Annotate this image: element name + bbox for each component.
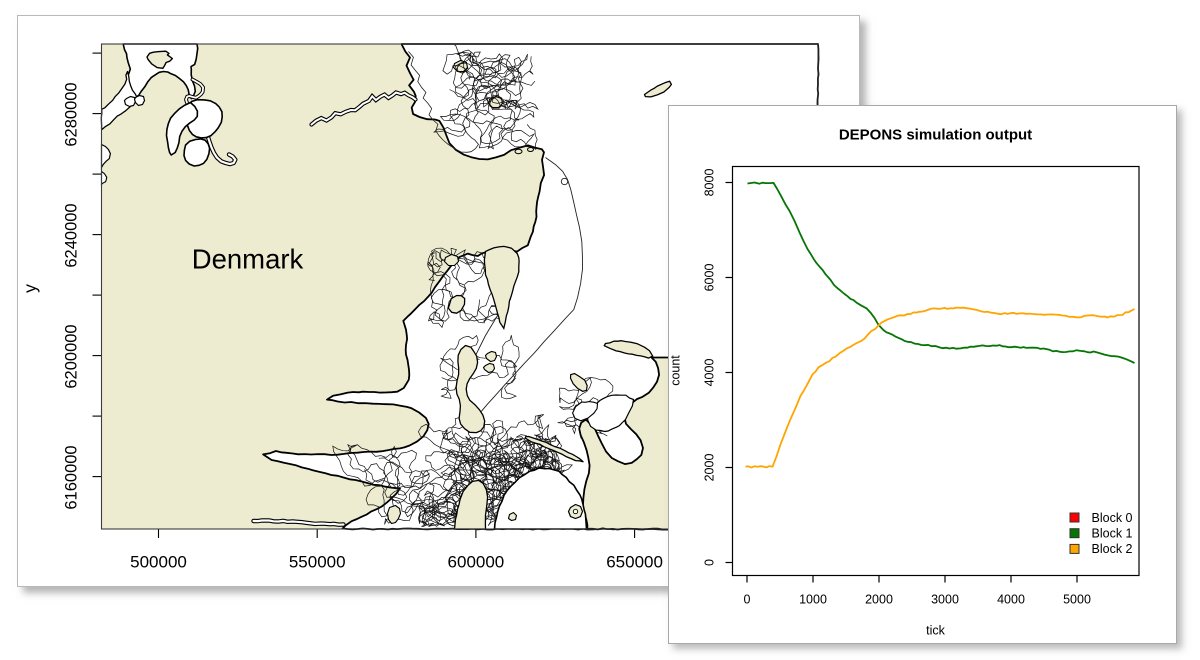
svg-text:Block 2: Block 2 xyxy=(1092,542,1133,556)
svg-text:6000: 6000 xyxy=(703,264,717,292)
svg-text:3000: 3000 xyxy=(931,593,959,607)
svg-text:y: y xyxy=(20,284,40,293)
svg-text:6200000: 6200000 xyxy=(63,324,81,388)
svg-text:DEPONS simulation output: DEPONS simulation output xyxy=(839,127,1032,144)
svg-text:1000: 1000 xyxy=(799,593,827,607)
svg-text:2000: 2000 xyxy=(865,593,893,607)
svg-text:500000: 500000 xyxy=(130,553,187,572)
svg-text:0: 0 xyxy=(703,559,717,566)
svg-text:8000: 8000 xyxy=(703,169,717,197)
svg-text:count: count xyxy=(669,355,683,386)
svg-text:6160000: 6160000 xyxy=(63,445,81,509)
svg-text:4000: 4000 xyxy=(997,593,1025,607)
svg-text:0: 0 xyxy=(744,593,751,607)
svg-text:550000: 550000 xyxy=(289,553,346,572)
svg-text:Denmark: Denmark xyxy=(192,244,304,275)
svg-text:Block 0: Block 0 xyxy=(1092,511,1133,525)
svg-text:6240000: 6240000 xyxy=(63,203,81,267)
svg-text:6280000: 6280000 xyxy=(63,82,81,146)
svg-text:650000: 650000 xyxy=(606,553,663,572)
svg-text:tick: tick xyxy=(926,624,946,638)
svg-text:5000: 5000 xyxy=(1063,593,1091,607)
svg-text:2000: 2000 xyxy=(703,454,717,482)
svg-text:4000: 4000 xyxy=(703,359,717,387)
svg-text:Block 1: Block 1 xyxy=(1092,527,1133,541)
svg-text:600000: 600000 xyxy=(448,553,505,572)
